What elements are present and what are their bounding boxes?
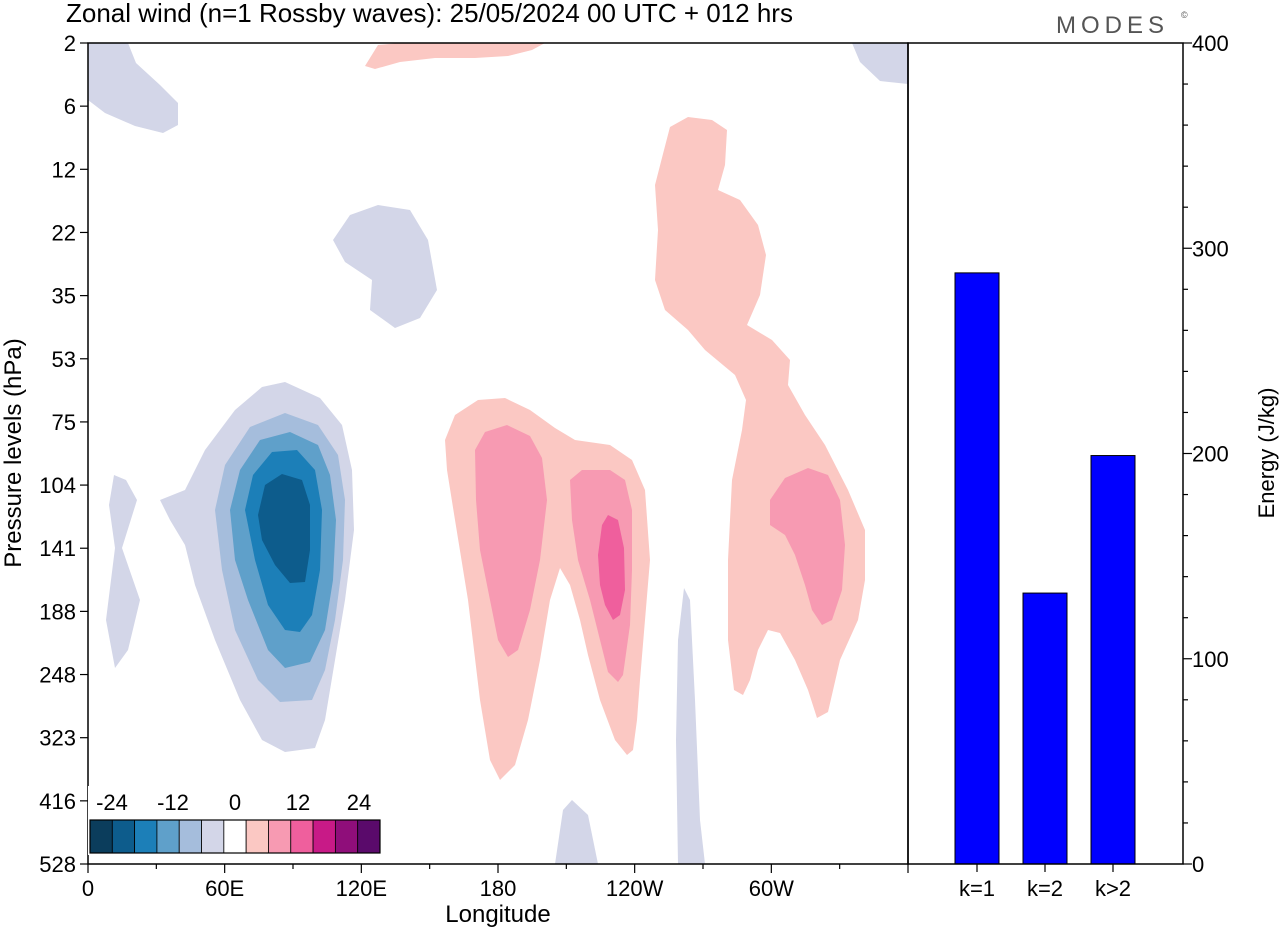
colorbar-swatch bbox=[334, 819, 359, 854]
contour-pos-cell-c bbox=[770, 468, 845, 625]
energy-tick-label: 0 bbox=[1192, 852, 1204, 877]
energy-tick-label: 200 bbox=[1192, 442, 1229, 467]
contour-neg-bottom-blob bbox=[555, 800, 598, 864]
contour-panel bbox=[87, 42, 909, 865]
y-tick-label: 528 bbox=[39, 852, 76, 877]
contour-pos-cell-a bbox=[475, 425, 547, 657]
contour-neg-top-left bbox=[88, 43, 178, 133]
y-tick-label: 141 bbox=[39, 536, 76, 561]
colorbar-swatch bbox=[223, 819, 247, 854]
y-tick-label: 53 bbox=[52, 347, 76, 372]
energy-tick-label: 300 bbox=[1192, 236, 1229, 261]
colorbar-label: 12 bbox=[286, 790, 310, 815]
colorbar-swatch bbox=[290, 819, 314, 854]
energy-bar-k1 bbox=[954, 272, 1000, 865]
bar-category-label: k=1 bbox=[959, 876, 995, 901]
colorbar-swatch bbox=[268, 819, 292, 854]
modes-logo: MODES © bbox=[1056, 10, 1188, 39]
y-tick-label: 416 bbox=[39, 789, 76, 814]
colorbar-swatch bbox=[312, 819, 336, 854]
x-axis-title: Longitude bbox=[445, 901, 550, 928]
colorbar-swatch bbox=[111, 819, 136, 854]
colorbar-label: 24 bbox=[347, 790, 371, 815]
y-axis-title: Pressure levels (hPa) bbox=[0, 338, 27, 567]
contour-neg-top-right bbox=[852, 43, 908, 84]
x-tick-label: 60E bbox=[205, 876, 244, 901]
bar-category-label: k>2 bbox=[1095, 876, 1131, 901]
colorbar-label: 0 bbox=[229, 790, 241, 815]
colorbar-swatch bbox=[201, 819, 225, 854]
contour-pos-top bbox=[365, 43, 545, 69]
y-tick-label: 2 bbox=[64, 31, 76, 56]
energy-bar-k2 bbox=[1022, 592, 1068, 865]
y-tick-label: 6 bbox=[64, 94, 76, 119]
energy-bar-kgt2 bbox=[1090, 455, 1136, 865]
colorbar-label: -24 bbox=[96, 790, 128, 815]
y-tick-label: 248 bbox=[39, 663, 76, 688]
contour-neg-main-l5 bbox=[258, 474, 310, 583]
contour-pos-cell-b-core bbox=[598, 515, 625, 620]
x-tick-label: 120W bbox=[606, 876, 664, 901]
energy-tick-label: 400 bbox=[1192, 31, 1229, 56]
energy-axis-title: Energy (J/kg) bbox=[1254, 388, 1279, 519]
y-tick-label: 104 bbox=[39, 473, 76, 498]
colorbar-swatch bbox=[156, 819, 180, 854]
contour-neg-left-sliver bbox=[106, 475, 140, 668]
logo-mark: © bbox=[1181, 10, 1188, 20]
y-tick-label: 188 bbox=[39, 599, 76, 624]
x-tick-label: 180 bbox=[480, 876, 517, 901]
colorbar-swatch bbox=[357, 819, 381, 854]
colorbar-swatch bbox=[134, 819, 158, 854]
x-tick-label: 120E bbox=[336, 876, 387, 901]
bar-layer bbox=[954, 272, 1136, 865]
y-tick-label: 12 bbox=[52, 157, 76, 182]
y-tick-label: 75 bbox=[52, 410, 76, 435]
chart-title: Zonal wind (n=1 Rossby waves): 25/05/202… bbox=[66, 0, 793, 28]
bar-category-label: k=2 bbox=[1027, 876, 1063, 901]
colorbar-label: -12 bbox=[157, 790, 189, 815]
colorbar-swatch bbox=[245, 819, 269, 854]
colorbar-swatch bbox=[89, 819, 113, 854]
y-tick-label: 35 bbox=[52, 284, 76, 309]
colorbar-frame bbox=[89, 819, 381, 854]
energy-tick-label: 100 bbox=[1192, 647, 1229, 672]
x-tick-label: 0 bbox=[82, 876, 94, 901]
y-tick-label: 22 bbox=[52, 220, 76, 245]
bar-panel bbox=[907, 42, 1184, 865]
x-tick-label: 60W bbox=[749, 876, 794, 901]
contour-neg-lower-column bbox=[676, 588, 705, 864]
colorbar: -24 -12 0 12 24 bbox=[88, 786, 382, 855]
y-tick-label: 323 bbox=[39, 726, 76, 751]
contour-neg-22hpa bbox=[333, 205, 437, 328]
colorbar-swatch bbox=[178, 819, 202, 854]
logo-text: MODES bbox=[1056, 12, 1169, 39]
